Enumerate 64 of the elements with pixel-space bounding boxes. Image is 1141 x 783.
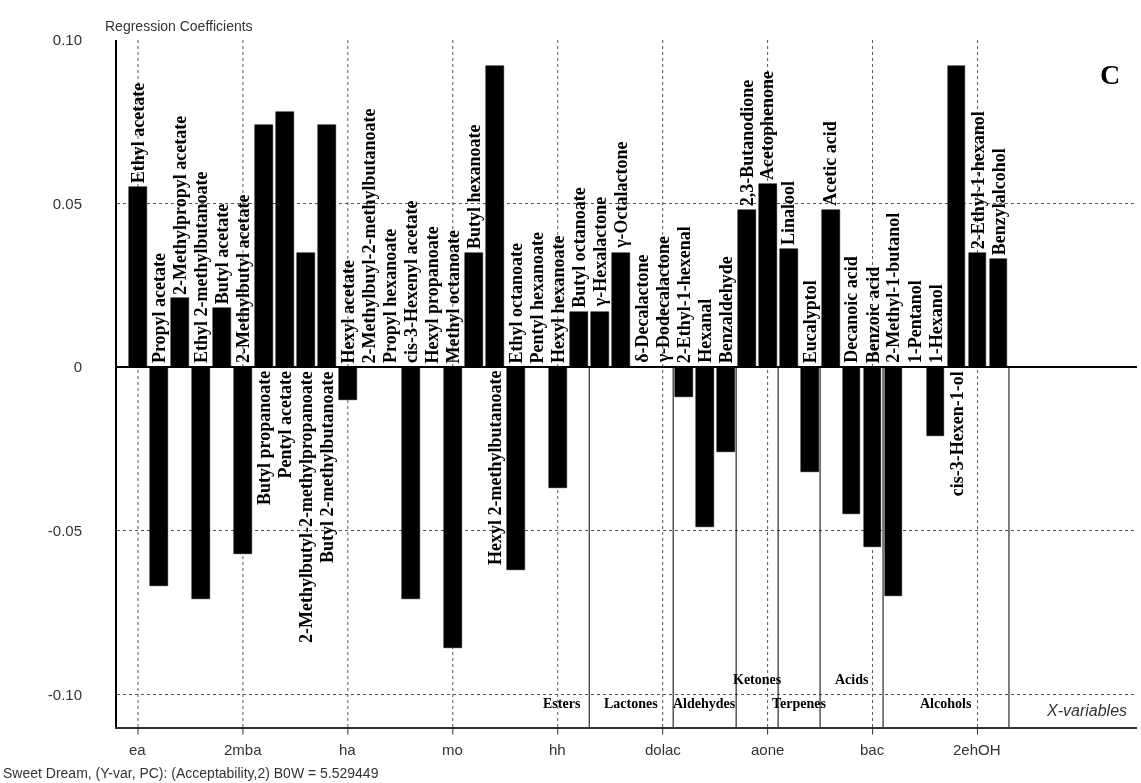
x-tick-label: Hexyl 2-methylbutanoate (484, 370, 505, 565)
annotation: aone (751, 741, 785, 758)
x-tick-label: Decanoic acid (841, 256, 862, 363)
x-tick-label: 2-Methylbuyl-2-methylbutanoate (359, 108, 380, 364)
x-tick-label: Pentyl acetate (275, 371, 296, 479)
x-tick-label: Butyl hexanoate (463, 124, 484, 249)
annotation: 2mba (224, 741, 263, 758)
x-tick-label: δ-Decalactone (631, 254, 652, 363)
y-tick-label: -0.05 (47, 521, 82, 539)
ref-line-label: Lactones (604, 696, 659, 711)
x-tick-label: Acetic acid (820, 121, 841, 206)
annotation: mo (442, 741, 463, 758)
annotation: dolac (645, 741, 682, 758)
ref-line-label: Alcohols (920, 696, 972, 711)
x-tick-label: 2-Ethyl-1-hexanol (967, 111, 988, 250)
ref-line-label: Acids (835, 672, 869, 687)
x-tick-label: Hexyl hexanoate (547, 235, 568, 363)
x-tick-label: Ethyl octanoate (506, 242, 527, 364)
x-tick-label: cis-3-Hexen-1-ol (946, 371, 967, 497)
text: Sweet Dream, (Y-var, PC): (Acceptability,2) B0W = 5.529449 (3, 765, 379, 781)
x-tick-label: Hexyl acetate (338, 260, 359, 364)
x-axis-title: X-variables (1046, 702, 1128, 719)
x-tick-label: 1-Pentanol (904, 280, 925, 364)
x-tick-label: 1-Hexanol (925, 284, 946, 364)
x-tick-label: 2-Methylbutyl-2-methylpropanoate (295, 371, 316, 644)
x-tick-label: Butyl acetate (211, 203, 232, 305)
x-tick-label: Ethyl acetate (127, 82, 148, 184)
x-tick-label: Acetophenone (757, 71, 778, 181)
x-tick-label: Propyl hexanoate (379, 228, 400, 363)
x-tick-label: Benzoic acid (862, 266, 883, 364)
y-tick-label: -0.10 (47, 685, 82, 703)
x-tick-label: Propyl acetate (148, 252, 169, 364)
annotation: bac (860, 741, 885, 758)
x-tick-label: γ-Hexalactone (590, 196, 611, 308)
x-tick-label: Hexyl propanoate (422, 226, 443, 364)
x-tick-label: Benzylalcohol (988, 148, 1009, 256)
x-tick-label: Butyl 2-methylbutanoate (316, 371, 337, 564)
x-tick-label: Benzaldehyde (716, 256, 736, 364)
x-tick-label: Methyl octanoate (443, 229, 464, 364)
x-tick-label: 2-Ethyl-1-hexenal (674, 226, 695, 364)
y-tick-label: 0.05 (52, 194, 82, 212)
annotation: ea (129, 741, 147, 758)
x-tick-label: 2-Methylpropyl acetate (170, 115, 191, 295)
x-tick-label: Butyl octanoate (568, 187, 589, 308)
x-tick-label: γ-Octalactone (610, 141, 631, 249)
x-tick-label: Ethyl 2-methylbutanoate (190, 171, 211, 364)
text: C (1100, 59, 1121, 90)
x-tick-label: Hexanal (694, 298, 715, 363)
x-tick-label: Pentyl hexanoate (527, 231, 548, 364)
annotation: ha (339, 741, 357, 758)
x-tick-label: 2,3-Butanodione (737, 79, 758, 207)
y-tick-label: 0 (73, 358, 82, 376)
x-tick-label: 2-Methylbutyl acetate (232, 194, 253, 364)
x-tick-label: Butyl propanoate (253, 370, 274, 506)
y-tick-label: 0.10 (52, 31, 82, 49)
x-tick-label: γ-Dodecalactone (653, 235, 674, 364)
x-tick-label: cis-3-Hexenyl acetate (400, 200, 421, 363)
y-axis-title: Regression Coefficients (105, 18, 253, 34)
x-tick-label: 2-Methyl-1-butanol (883, 212, 904, 363)
annotation: hh (549, 741, 566, 758)
x-tick-label: Eucalyptol (799, 280, 820, 364)
x-tick-label: Linalool (778, 180, 799, 245)
annotation: 2ehOH (953, 741, 1001, 758)
ref-line-label: Esters (543, 696, 581, 711)
